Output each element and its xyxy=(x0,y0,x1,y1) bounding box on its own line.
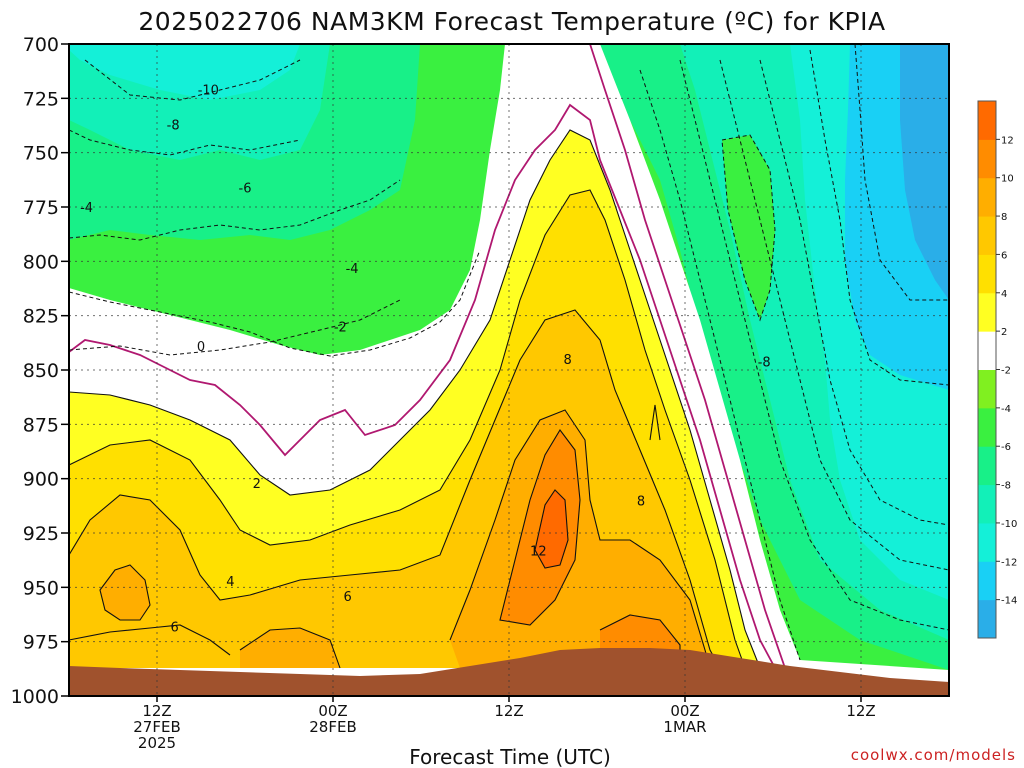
colorbar-swatch xyxy=(978,369,996,409)
x-tick-label: 27FEB xyxy=(133,718,180,736)
contour-label: 6 xyxy=(344,590,352,605)
contour-label: -2 xyxy=(334,321,347,336)
colorbar-swatch xyxy=(978,407,996,447)
contour-label: -10 xyxy=(198,84,219,99)
colorbar-label: -14 xyxy=(1001,596,1017,607)
y-tick-label: 900 xyxy=(23,469,59,491)
x-tick-label: 12Z xyxy=(494,702,523,720)
colorbar-label: 4 xyxy=(1001,289,1007,300)
field-band-10 xyxy=(500,430,680,668)
colorbar-swatch xyxy=(978,216,996,255)
x-tick-label: 2025 xyxy=(138,734,176,752)
y-axis: 700 725 750 775 800 825 850 875 900 925 950 975 1000 xyxy=(11,34,69,708)
y-tick-label: 825 xyxy=(23,306,59,328)
y-tick-label: 875 xyxy=(23,414,59,436)
contour-label: -8 xyxy=(167,118,180,133)
y-tick-label: 1000 xyxy=(11,686,59,708)
colorbar-swatch xyxy=(978,484,996,524)
colorbar-swatch xyxy=(978,101,996,140)
grid-lines xyxy=(69,44,949,696)
x-tick-label: 12Z xyxy=(846,702,875,720)
contour-label: 8 xyxy=(637,494,645,509)
x-tick-label: 12Z xyxy=(142,702,171,720)
colorbar-swatch xyxy=(978,599,996,639)
colorbar-label: -12 xyxy=(1001,557,1017,568)
contour-label: -4 xyxy=(80,201,93,216)
colorbar: 12 10 8 6 4 2 -2 -4 -6 -8 -10 -12 -14 xyxy=(977,100,1017,639)
x-tick-label: 00Z xyxy=(670,702,699,720)
colorbar-label: -6 xyxy=(1001,442,1011,453)
colorbar-swatch xyxy=(978,522,996,562)
y-tick-label: 775 xyxy=(23,197,59,219)
x-tick-label: 00Z xyxy=(318,702,347,720)
cold-contours xyxy=(69,44,949,661)
colorbar-swatch xyxy=(978,254,996,294)
contour-label: -8 xyxy=(758,355,771,370)
y-tick-label: 925 xyxy=(23,523,59,545)
contour-label: 2 xyxy=(253,477,261,492)
field-band-minus12-left xyxy=(69,44,300,100)
colorbar-swatch xyxy=(978,139,996,179)
contour-label: 4 xyxy=(226,575,234,590)
contour-label: -6 xyxy=(239,181,252,196)
y-tick-label: 725 xyxy=(23,88,59,110)
warm-contours xyxy=(69,129,761,669)
contour-label: 8 xyxy=(564,353,572,368)
colorbar-label: 2 xyxy=(1001,327,1007,338)
chart-title: 2025022706 NAM3KM Forecast Temperature (… xyxy=(138,7,885,36)
y-tick-label: 800 xyxy=(23,251,59,273)
y-tick-label: 975 xyxy=(23,632,59,654)
colorbar-label: -4 xyxy=(1001,404,1011,415)
freezing-line-left xyxy=(69,103,776,669)
y-tick-label: 950 xyxy=(23,577,59,599)
x-tick-label: 1MAR xyxy=(663,718,706,736)
y-tick-label: 750 xyxy=(23,143,59,165)
field-band-12 xyxy=(535,490,568,568)
x-tick-label: 28FEB xyxy=(309,718,356,736)
colorbar-label: -10 xyxy=(1001,519,1017,530)
colorbar-label: 10 xyxy=(1001,174,1014,185)
credit-text: coolwx.com/models xyxy=(851,746,1016,764)
contour-label: 0 xyxy=(197,340,205,355)
contour-label: 6 xyxy=(170,620,178,635)
field-band-minus16-right xyxy=(900,44,949,300)
colorbar-label: -8 xyxy=(1001,481,1011,492)
y-tick-label: 850 xyxy=(23,360,59,382)
y-tick-label: 700 xyxy=(23,34,59,56)
contour-label: 12 xyxy=(530,544,547,559)
colorbar-label: -2 xyxy=(1001,366,1011,377)
colorbar-swatch xyxy=(978,177,996,217)
field-pocket-minus6 xyxy=(722,135,775,320)
colorbar-swatch xyxy=(978,292,996,332)
colorbar-label: 8 xyxy=(1001,212,1007,223)
contour-labels: -10 -8 -6 -4 -4 -2 -8 0 8 2 8 12 4 6 6 xyxy=(80,84,771,636)
colorbar-label: 6 xyxy=(1001,250,1007,261)
x-axis-label: Forecast Time (UTC) xyxy=(409,745,611,768)
colorbar-label: 12 xyxy=(1001,135,1014,146)
terrain xyxy=(69,648,949,696)
contour-label: -4 xyxy=(346,262,359,277)
colorbar-swatch xyxy=(978,561,996,601)
colorbar-swatch xyxy=(978,331,996,370)
colorbar-swatch xyxy=(978,446,996,486)
